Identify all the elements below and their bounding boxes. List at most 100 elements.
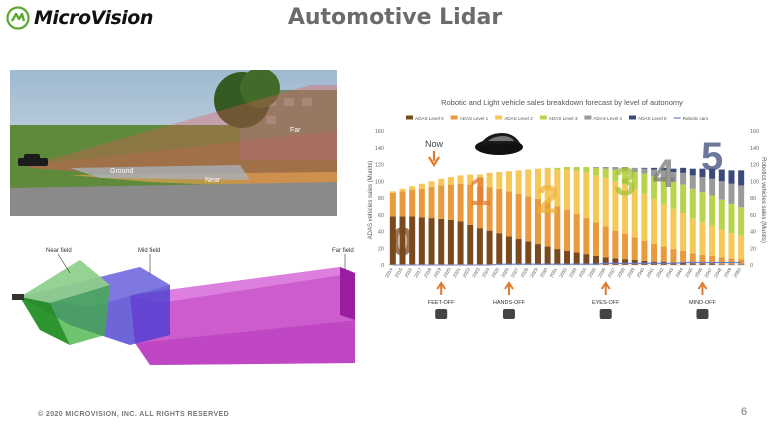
bar-segment [660,203,667,247]
bar-segment [389,192,396,217]
milestone-arrow-icon [600,281,611,295]
bar-segment [573,167,580,172]
x-tick-label: 2041 [645,267,655,279]
bar-segment [641,173,648,194]
x-tick-label: 2027 [510,267,520,279]
x-tick-label: 2046 [694,267,704,279]
bar-segment [660,167,667,171]
bar-segment [573,171,580,214]
bar-segment [728,233,735,259]
bar-segment [689,218,696,254]
level-big-label: 5 [701,135,723,179]
bar-segment [670,182,677,209]
legend-swatch [584,115,592,120]
x-tick-label: 2021 [452,267,462,279]
bar-segment [583,167,590,173]
bar-segment [622,167,629,171]
y2-tick-label: 60 [750,213,756,219]
bar-segment [418,217,425,265]
bar-segment [602,257,609,265]
chart-bars [389,167,745,266]
x-tick-label: 2014 [384,267,394,279]
bar-segment [496,233,503,265]
scene-label-ground: Ground [110,168,133,175]
y-tick-label: 80 [378,196,384,202]
x-tick-label: 2024 [481,267,491,279]
bar-segment [389,191,396,193]
bar-segment [670,168,677,173]
bar-segment [564,250,570,265]
level-big-labels: 0 1 2 3 4 5 [391,135,723,264]
y-tick-label: 40 [378,230,384,236]
legend-label: ADAS Level 0 [415,116,444,121]
bar-segment [583,254,590,265]
x-tick-label: 2022 [462,267,472,279]
bar-segment [689,175,696,189]
bar-segment [699,192,706,223]
bar-segment [718,257,725,265]
y-tick-label: 0 [381,263,384,269]
chart-title: Robotic and Light vehicle sales breakdow… [441,98,683,107]
x-tick-label: 2033 [568,267,578,279]
bar-segment [680,167,687,173]
x-tick-label: 2042 [655,267,665,279]
bar-segment [505,236,512,265]
bar-segment [554,206,561,250]
bar-segment [612,169,619,182]
bar-segment [709,168,716,179]
copyright-footer: © 2020 MICROVISION, INC. ALL RIGHTS RESE… [38,411,230,418]
bar-segment [612,167,619,170]
lidar-scene-image: Far Ground Near [10,70,337,216]
bar-segment [467,184,474,225]
y2-tick-label: 100 [750,179,759,185]
bar-segment [718,264,725,265]
y2-tick-label: 20 [750,246,756,252]
level-big-label: 3 [614,160,636,204]
bar-segment [738,264,745,265]
slide-title: Automotive Lidar [287,5,503,30]
svg-text:Far: Far [290,127,301,134]
bar-segment [612,181,619,231]
bar-segment [486,230,493,265]
x-tick-label: 2032 [558,267,568,279]
bar-segment [534,244,541,265]
bar-segment [689,263,696,265]
milestone-icon [435,309,448,319]
x-tick-label: 2030 [539,267,549,279]
bar-segment [486,187,493,231]
x-tick-label: 2050 [733,267,743,279]
bar-segment [709,263,716,265]
bar-segment [699,168,706,178]
bar-segment [660,246,667,262]
bar-segment [670,249,677,263]
bar-segment [689,168,696,176]
bar-segment [602,177,609,227]
microvision-logo-icon [6,6,30,30]
bar-segment [699,177,706,193]
bar-segment [612,230,619,259]
y2-tick-label: 120 [750,163,759,169]
bar-segment [467,174,474,185]
logo-text: MicroVision [34,7,153,29]
x-tick-label: 2035 [587,267,597,279]
y2-axis-label: Robotics vehicles sales (Munits) [760,157,766,243]
logo: MicroVision [6,6,153,30]
bar-segment [738,259,745,265]
bar-segment [447,177,454,185]
bar-segment [728,258,735,265]
now-arrow-icon [428,151,440,168]
bar-segment [718,169,725,182]
bar-segment [564,167,570,170]
x-tick-label: 2015 [394,267,404,279]
lidar-fields-illustration: Near field Mid field Far field [12,248,355,365]
chart-legend: ADAS Level 0 ADAS Level 1 ADAS Level 2 ADAS… [406,115,709,121]
x-tick-label: 2049 [723,267,733,279]
x-tick-label: 2048 [713,267,723,279]
bar-segment [709,195,716,226]
bar-segment [670,172,677,183]
bar-segment [496,188,503,234]
bar-segment [738,185,745,208]
bar-segment [728,264,735,265]
level-big-label: 2 [537,178,559,222]
bar-segment [447,184,454,220]
